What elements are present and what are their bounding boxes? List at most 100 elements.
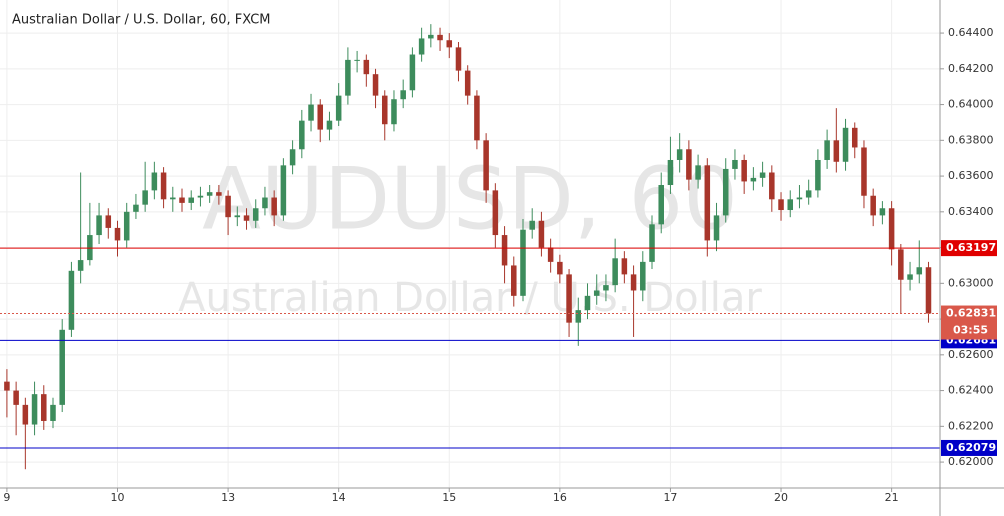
y-tick-label: 0.62200 [948, 419, 994, 432]
candle-body [603, 285, 609, 291]
candle-body [593, 290, 600, 296]
candle-body [851, 127, 858, 148]
candle-body [695, 165, 701, 180]
candle-body [142, 190, 148, 205]
candle-body [824, 140, 830, 160]
level-label: 0.63197 [946, 241, 996, 254]
candle-body [299, 120, 305, 150]
candle-body [123, 211, 130, 241]
candle-body [41, 394, 47, 421]
x-tick-label: 17 [663, 491, 677, 504]
x-tick-label: 16 [553, 491, 567, 504]
candle-body [437, 34, 443, 41]
candle-body [418, 38, 425, 55]
x-tick-label: 14 [332, 491, 346, 504]
candle-body [796, 197, 803, 200]
x-tick-label: 13 [221, 491, 235, 504]
level-label-box [941, 240, 997, 257]
candle-body [787, 199, 794, 211]
candle-body [271, 197, 277, 216]
candle-body [566, 274, 572, 323]
candle-body [898, 249, 904, 280]
candle-body [916, 267, 923, 275]
candle-body [335, 95, 342, 121]
candle-body [372, 74, 379, 96]
candle-body [658, 185, 664, 225]
last-price-box [941, 305, 997, 340]
candle-body [630, 274, 637, 291]
candle-body [483, 140, 489, 191]
x-tick-label: 20 [774, 491, 788, 504]
candle-body [59, 329, 65, 405]
candle-body [381, 95, 388, 125]
y-tick-label: 0.63600 [948, 169, 994, 182]
candle-body [68, 270, 75, 330]
x-tick-label: 9 [3, 491, 10, 504]
candle-body [13, 390, 19, 405]
y-tick-label: 0.64400 [948, 26, 994, 39]
candle-body [759, 172, 766, 178]
candle-body [557, 261, 563, 275]
candle-body [188, 197, 194, 203]
candle-body [547, 247, 554, 262]
y-tick-label: 0.62600 [948, 348, 994, 361]
last-price-label: 0.62831 [946, 307, 996, 320]
candle-body [216, 192, 222, 196]
candle-body [262, 197, 268, 209]
candle-body [87, 235, 93, 261]
candle-body [529, 220, 535, 230]
candle-body [888, 208, 895, 250]
candle-body [446, 40, 453, 48]
candle-body [686, 149, 692, 180]
chart-title: Australian Dollar / U.S. Dollar, 60, FXC… [12, 13, 270, 28]
y-tick-label: 0.63000 [948, 276, 994, 289]
candle-body [704, 165, 711, 241]
candle-body [805, 190, 812, 198]
candle-body [612, 258, 618, 286]
y-tick-label: 0.64200 [948, 62, 994, 75]
candle-body [621, 258, 628, 275]
candle-body [160, 172, 167, 200]
candle-body [750, 177, 757, 182]
candle-body [492, 190, 499, 236]
y-tick-label: 0.62000 [948, 455, 994, 468]
candle-body [907, 274, 913, 280]
candle-body [252, 208, 259, 221]
candle-body [289, 149, 296, 166]
candle-body [280, 165, 287, 216]
candle-body [114, 227, 121, 241]
candle-body [501, 235, 508, 266]
candle-body [409, 54, 416, 91]
candle-body [769, 172, 775, 200]
countdown: 03:55 [953, 324, 988, 337]
level-label-box [941, 439, 997, 456]
candle-body [31, 394, 38, 425]
candle-body [925, 267, 932, 314]
candle-body [640, 261, 646, 291]
y-tick-label: 0.63400 [948, 205, 994, 218]
candle-body [22, 404, 29, 425]
candle-body [778, 199, 784, 211]
candle-body [474, 95, 480, 141]
candle-body [511, 265, 517, 296]
candle-body [234, 215, 241, 218]
y-tick-label: 0.64000 [948, 98, 994, 111]
candle-body [842, 127, 849, 162]
candle-body [345, 59, 351, 96]
candle-body [520, 229, 526, 296]
candle-body [400, 90, 406, 100]
candle-body [105, 215, 112, 228]
candle-body [317, 104, 324, 130]
candle-body [649, 224, 655, 262]
y-tick-label: 0.63800 [948, 133, 994, 146]
candle-body [676, 149, 683, 160]
candle-body [713, 215, 720, 241]
level-label: 0.62079 [946, 441, 996, 454]
candle-body [197, 195, 204, 198]
candle-body [133, 204, 139, 212]
candle-body [179, 197, 185, 203]
candle-body [50, 404, 56, 421]
candle-body [464, 70, 471, 96]
candle-body [4, 381, 10, 391]
